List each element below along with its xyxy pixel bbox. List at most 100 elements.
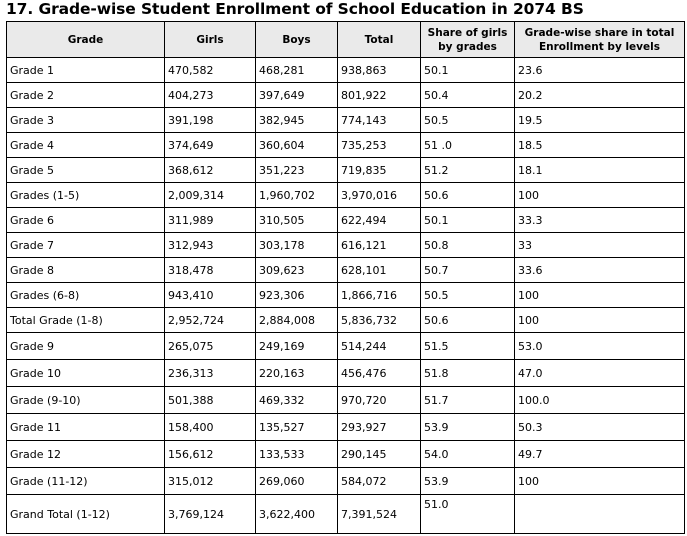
share-girls-cell: 53.9 — [420, 413, 515, 441]
girls-cell: 2,009,314 — [164, 182, 256, 208]
share-total-cell: 100.0 — [514, 386, 685, 414]
share-total-cell: 100 — [514, 182, 685, 208]
grade-cell: Grade 3 — [6, 107, 165, 133]
girls-cell: 391,198 — [164, 107, 256, 133]
share-girls-cell: 50.5 — [420, 282, 515, 308]
grade-cell: Grade 4 — [6, 132, 165, 158]
share-girls-cell: 51.8 — [420, 359, 515, 387]
table-row: Grade 5 368,612 351,223 719,835 51.2 18.1 — [6, 157, 685, 183]
girls-cell: 368,612 — [164, 157, 256, 183]
share-total-cell: 18.5 — [514, 132, 685, 158]
girls-cell: 2,952,724 — [164, 307, 256, 333]
boys-cell: 1,960,702 — [255, 182, 338, 208]
share-girls-cell: 50.1 — [420, 207, 515, 233]
share-girls-cell: 51.7 — [420, 386, 515, 414]
table-title: 17. Grade-wise Student Enrollment of Sch… — [6, 0, 584, 18]
boys-cell: 351,223 — [255, 157, 338, 183]
table-row: Grade 4 374,649 360,604 735,253 51 .0 18.5 — [6, 132, 685, 158]
table-row: Grade (11-12) 315,012 269,060 584,072 53.9 10… — [6, 467, 685, 495]
girls-cell: 470,582 — [164, 57, 256, 83]
boys-cell: 2,884,008 — [255, 307, 338, 333]
grade-cell: Grade 6 — [6, 207, 165, 233]
boys-cell: 135,527 — [255, 413, 338, 441]
girls-cell: 265,075 — [164, 332, 256, 360]
grade-cell: Grade 7 — [6, 232, 165, 258]
boys-cell: 249,169 — [255, 332, 338, 360]
share-girls-cell: 53.9 — [420, 467, 515, 495]
boys-cell: 133,533 — [255, 440, 338, 468]
grade-cell: Grade 1 — [6, 57, 165, 83]
girls-cell: 236,313 — [164, 359, 256, 387]
header-share-total: Grade-wise share in total Enrollment by … — [514, 21, 685, 58]
boys-cell: 220,163 — [255, 359, 338, 387]
boys-cell: 468,281 — [255, 57, 338, 83]
grade-cell: Grades (6-8) — [6, 282, 165, 308]
boys-cell: 397,649 — [255, 82, 338, 108]
total-cell: 616,121 — [337, 232, 421, 258]
grade-cell: Grade 11 — [6, 413, 165, 441]
table-row: Grade 2 404,273 397,649 801,922 50.4 20.2 — [6, 82, 685, 108]
girls-cell: 315,012 — [164, 467, 256, 495]
girls-cell: 311,989 — [164, 207, 256, 233]
share-total-cell: 49.7 — [514, 440, 685, 468]
girls-cell: 312,943 — [164, 232, 256, 258]
share-total-cell: 33.6 — [514, 257, 685, 283]
share-girls-cell: 54.0 — [420, 440, 515, 468]
header-row: Grade Girls Boys Total Share of girls by… — [6, 21, 685, 58]
share-total-cell: 18.1 — [514, 157, 685, 183]
girls-cell: 404,273 — [164, 82, 256, 108]
girls-cell: 501,388 — [164, 386, 256, 414]
total-cell: 735,253 — [337, 132, 421, 158]
total-cell: 970,720 — [337, 386, 421, 414]
total-cell: 801,922 — [337, 82, 421, 108]
grade-cell: Grand Total (1-12) — [6, 494, 165, 534]
table-row: Grade (9-10) 501,388 469,332 970,720 51.7 100… — [6, 386, 685, 414]
grade-cell: Grade 10 — [6, 359, 165, 387]
header-boys: Boys — [255, 21, 338, 58]
share-girls-cell: 50.8 — [420, 232, 515, 258]
enrollment-table: Grade Girls Boys Total Share of girls by… — [6, 21, 685, 534]
boys-cell: 303,178 — [255, 232, 338, 258]
share-total-cell: 100 — [514, 282, 685, 308]
boys-cell: 269,060 — [255, 467, 338, 495]
boys-cell: 360,604 — [255, 132, 338, 158]
table-row: Grade 11 158,400 135,527 293,927 53.9 50.3 — [6, 413, 685, 441]
table-row: Grade 7 312,943 303,178 616,121 50.8 33 — [6, 232, 685, 258]
boys-cell: 309,623 — [255, 257, 338, 283]
grade-cell: Grade 2 — [6, 82, 165, 108]
share-girls-cell: 51.0 — [420, 494, 515, 534]
table-row: Total Grade (1-8) 2,952,724 2,884,008 5,836… — [6, 307, 685, 333]
share-girls-cell: 50.6 — [420, 182, 515, 208]
total-cell: 1,866,716 — [337, 282, 421, 308]
total-cell: 774,143 — [337, 107, 421, 133]
table-row: Grade 6 311,989 310,505 622,494 50.1 33.3 — [6, 207, 685, 233]
share-girls-cell: 50.5 — [420, 107, 515, 133]
total-cell: 514,244 — [337, 332, 421, 360]
share-total-cell: 19.5 — [514, 107, 685, 133]
girls-cell: 374,649 — [164, 132, 256, 158]
total-cell: 293,927 — [337, 413, 421, 441]
girls-cell: 156,612 — [164, 440, 256, 468]
boys-cell: 469,332 — [255, 386, 338, 414]
total-cell: 719,835 — [337, 157, 421, 183]
total-cell: 938,863 — [337, 57, 421, 83]
share-girls-cell: 50.6 — [420, 307, 515, 333]
total-cell: 7,391,524 — [337, 494, 421, 534]
grade-cell: Grade (9-10) — [6, 386, 165, 414]
total-cell: 456,476 — [337, 359, 421, 387]
share-total-cell: 23.6 — [514, 57, 685, 83]
table-row: Grades (1-5) 2,009,314 1,960,702 3,970,016 5… — [6, 182, 685, 208]
header-girls: Girls — [164, 21, 256, 58]
grade-cell: Grade (11-12) — [6, 467, 165, 495]
share-girls-cell: 51.2 — [420, 157, 515, 183]
total-cell: 290,145 — [337, 440, 421, 468]
girls-cell: 3,769,124 — [164, 494, 256, 534]
share-girls-cell: 50.7 — [420, 257, 515, 283]
table-row: Grades (6-8) 943,410 923,306 1,866,716 50.5 1… — [6, 282, 685, 308]
total-cell: 622,494 — [337, 207, 421, 233]
total-cell: 584,072 — [337, 467, 421, 495]
share-total-cell: 53.0 — [514, 332, 685, 360]
girls-cell: 943,410 — [164, 282, 256, 308]
share-total-cell: 33.3 — [514, 207, 685, 233]
share-girls-cell: 50.1 — [420, 57, 515, 83]
